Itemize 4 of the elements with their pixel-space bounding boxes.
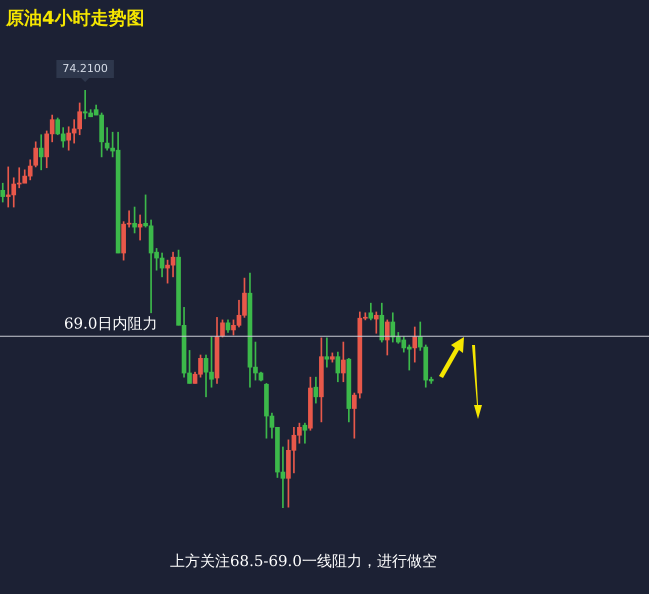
- ref-line-label: 69.0日内阻力: [64, 314, 158, 333]
- text: 上方关注68.5-69.0一线阻力，进行做空: [170, 552, 437, 571]
- annotation: 74.2100: [62, 62, 108, 75]
- chart-title: 原油4小时走势图: [6, 7, 145, 30]
